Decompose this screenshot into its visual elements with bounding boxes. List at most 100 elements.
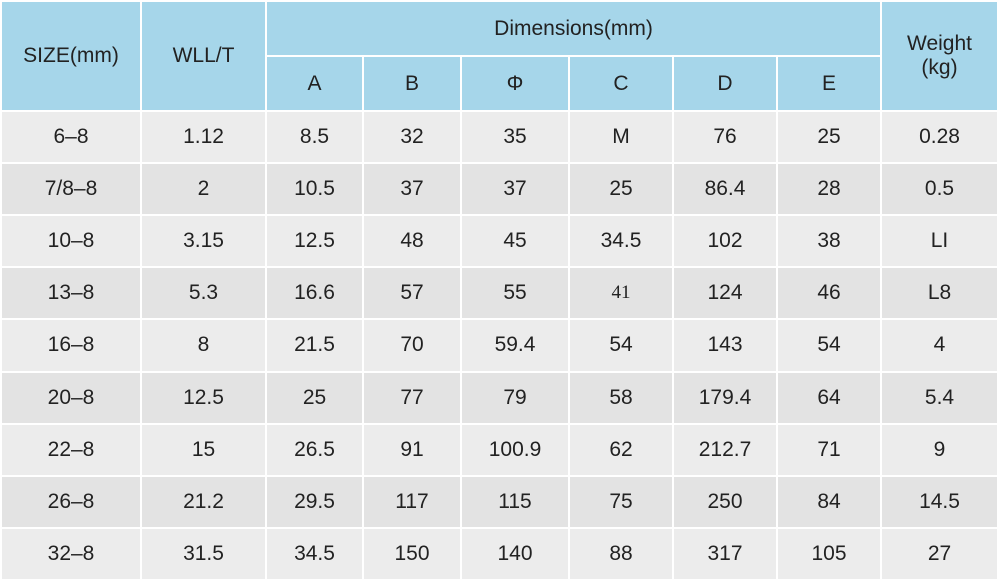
table-cell: 32 <box>362 109 462 165</box>
table-cell: 16.6 <box>265 266 364 321</box>
table-cell: 150 <box>362 526 462 581</box>
table-cell: L8 <box>880 266 997 321</box>
table-cell: 55 <box>460 266 570 321</box>
header-text: Weight <box>907 32 972 55</box>
table-cell: 102 <box>672 214 778 269</box>
header-cell: Dimensions(mm) <box>265 0 882 57</box>
table-cell: M <box>568 109 674 165</box>
table-cell: 31.5 <box>140 526 267 581</box>
table-cell: 105 <box>776 526 882 581</box>
table-cell: 62 <box>568 422 674 477</box>
table-row: 16–8 8 21.5 70 59.4 54 143 54 4 <box>0 318 997 373</box>
table-cell: 115 <box>460 474 570 529</box>
header-cell: WLL/T <box>140 0 267 112</box>
table-cell: 21.2 <box>140 474 267 529</box>
table-row: 6–8 1.12 8.5 32 35 M 76 25 0.28 <box>0 109 997 165</box>
table-cell: 45 <box>460 214 570 269</box>
table-cell: 86.4 <box>672 162 778 217</box>
table-cell: 84 <box>776 474 882 529</box>
table-row: 22–8 15 26.5 91 100.9 62 212.7 71 9 <box>0 422 997 477</box>
table-cell: 16–8 <box>0 318 142 373</box>
table-cell: 26.5 <box>265 422 364 477</box>
table-cell: 7/8–8 <box>0 162 142 217</box>
table-cell: 21.5 <box>265 318 364 373</box>
table-cell: 10–8 <box>0 214 142 269</box>
table-cell: 76 <box>672 109 778 165</box>
table-cell: 0.5 <box>880 162 997 217</box>
header-cell: E <box>776 55 882 112</box>
table-cell: 35 <box>460 109 570 165</box>
table-cell: LI <box>880 214 997 269</box>
table-cell: 59.4 <box>460 318 570 373</box>
table-cell: 57 <box>362 266 462 321</box>
table-cell: 58 <box>568 370 674 425</box>
table-cell: 29.5 <box>265 474 364 529</box>
table-cell: 0.28 <box>880 109 997 165</box>
table-cell: 91 <box>362 422 462 477</box>
table-row: 7/8–8 2 10.5 37 37 25 86.4 28 0.5 <box>0 162 997 217</box>
header-cell: SIZE(mm) <box>0 0 142 112</box>
table-cell: 37 <box>362 162 462 217</box>
table-cell: 14.5 <box>880 474 997 529</box>
table-cell: 46 <box>776 266 882 321</box>
table-cell: 37 <box>460 162 570 217</box>
table-cell: 4 <box>880 318 997 373</box>
table-cell: 179.4 <box>672 370 778 425</box>
table-cell: 79 <box>460 370 570 425</box>
table-cell: 34.5 <box>568 214 674 269</box>
table-cell: 124 <box>672 266 778 321</box>
table-cell: 15 <box>140 422 267 477</box>
table-row: 26–8 21.2 29.5 117 115 75 250 84 14.5 <box>0 474 997 529</box>
table-cell: 54 <box>568 318 674 373</box>
header-cell: C <box>568 55 674 112</box>
table-cell: 32–8 <box>0 526 142 581</box>
table-cell: 25 <box>776 109 882 165</box>
table-cell: 27 <box>880 526 997 581</box>
table-cell: 12.5 <box>140 370 267 425</box>
header-cell: D <box>672 55 778 112</box>
table-cell: 2 <box>140 162 267 217</box>
table-row: 20–8 12.5 25 77 79 58 179.4 64 5.4 <box>0 370 997 425</box>
table-cell: 34.5 <box>265 526 364 581</box>
header-cell: Φ <box>460 55 570 112</box>
table-cell: 28 <box>776 162 882 217</box>
header-cell: B <box>362 55 462 112</box>
table-cell: 70 <box>362 318 462 373</box>
table-cell: 5.3 <box>140 266 267 321</box>
table-cell: 75 <box>568 474 674 529</box>
table-cell: 12.5 <box>265 214 364 269</box>
table-cell: 71 <box>776 422 882 477</box>
header-cell: A <box>265 55 364 112</box>
table-cell: 13–8 <box>0 266 142 321</box>
table-cell: 250 <box>672 474 778 529</box>
table-cell: 5.4 <box>880 370 997 425</box>
table-cell: 26–8 <box>0 474 142 529</box>
table-cell: 117 <box>362 474 462 529</box>
table-row: 32–8 31.5 34.5 150 140 88 317 105 27 <box>0 526 997 581</box>
table-cell: 64 <box>776 370 882 425</box>
table-cell: 38 <box>776 214 882 269</box>
table-cell: 100.9 <box>460 422 570 477</box>
header-text: (kg) <box>921 56 958 79</box>
table-cell: 3.15 <box>140 214 267 269</box>
table-cell: 212.7 <box>672 422 778 477</box>
table-cell: 25 <box>265 370 364 425</box>
table-cell: 9 <box>880 422 997 477</box>
table-cell: 8.5 <box>265 109 364 165</box>
table-cell: 48 <box>362 214 462 269</box>
table-cell: 20–8 <box>0 370 142 425</box>
table-cell: 22–8 <box>0 422 142 477</box>
table-cell: 88 <box>568 526 674 581</box>
table-cell: 77 <box>362 370 462 425</box>
table-row: 10–8 3.15 12.5 48 45 34.5 102 38 LI <box>0 214 997 269</box>
table-row: 13–8 5.3 16.6 57 55 41 124 46 L8 <box>0 266 997 321</box>
table-cell: 1.12 <box>140 109 267 165</box>
table-cell: 140 <box>460 526 570 581</box>
table-cell: 8 <box>140 318 267 373</box>
table-cell: 317 <box>672 526 778 581</box>
header-cell: Weight (kg) <box>880 0 997 112</box>
table-cell: 25 <box>568 162 674 217</box>
table-cell: 143 <box>672 318 778 373</box>
